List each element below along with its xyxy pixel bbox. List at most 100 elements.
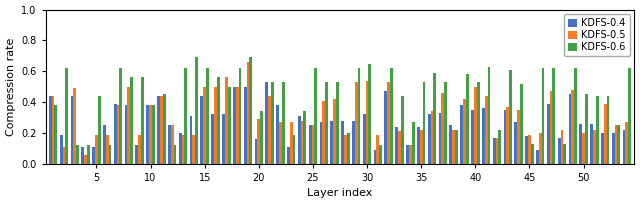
Bar [333,99,336,164]
Bar [76,145,79,164]
Bar [222,114,225,164]
Bar [268,96,271,164]
Bar [398,131,401,164]
Bar [131,78,133,164]
Bar [604,104,607,164]
Y-axis label: Compression rate: Compression rate [6,38,15,136]
Bar [449,125,452,164]
Bar [308,125,312,164]
Bar [341,121,344,164]
Bar [561,130,563,164]
Bar [612,133,614,164]
Bar [171,125,173,164]
Bar [257,119,260,164]
Bar [282,82,285,164]
Bar [442,93,444,164]
Bar [590,124,593,164]
Bar [499,130,501,164]
Bar [244,87,246,164]
Bar [65,68,68,164]
Bar [120,68,122,164]
Bar [618,125,620,164]
Bar [433,73,436,164]
Bar [239,68,241,164]
Bar [601,133,604,164]
Bar [539,133,541,164]
Bar [330,121,333,164]
Bar [550,91,552,164]
Bar [147,105,149,164]
Bar [81,147,84,164]
Bar [466,74,468,164]
Bar [116,105,120,164]
Bar [460,105,463,164]
Bar [355,82,358,164]
Bar [365,81,369,164]
Bar [279,122,282,164]
Bar [314,68,317,164]
Bar [352,121,355,164]
Bar [255,139,257,164]
Bar [103,125,106,164]
X-axis label: Layer index: Layer index [307,188,372,198]
Bar [585,94,588,164]
Bar [233,87,236,164]
Bar [568,94,572,164]
Bar [98,96,100,164]
Bar [358,68,360,164]
Bar [396,127,398,164]
Bar [474,87,477,164]
Bar [455,130,458,164]
Bar [471,110,474,164]
Bar [63,147,65,164]
Bar [319,122,323,164]
Bar [217,78,220,164]
Bar [127,87,131,164]
Bar [301,121,303,164]
Bar [49,96,52,164]
Bar [625,122,628,164]
Bar [596,96,598,164]
Bar [431,111,433,164]
Bar [452,130,455,164]
Bar [504,110,506,164]
Bar [290,122,292,164]
Bar [509,70,512,164]
Bar [84,155,87,164]
Bar [214,87,217,164]
Bar [92,147,95,164]
Bar [412,122,415,164]
Bar [495,138,499,164]
Bar [347,133,349,164]
Bar [87,145,90,164]
Bar [525,136,528,164]
Bar [184,68,188,164]
Bar [563,144,566,164]
Bar [336,82,339,164]
Bar [628,68,631,164]
Bar [482,108,484,164]
Bar [323,101,325,164]
Bar [52,96,54,164]
Bar [387,82,390,164]
Bar [369,64,371,164]
Bar [484,96,488,164]
Bar [493,138,495,164]
Bar [572,90,574,164]
Bar [541,68,545,164]
Bar [536,150,539,164]
Bar [409,145,412,164]
Bar [287,147,290,164]
Bar [193,135,195,164]
Bar [225,78,228,164]
Bar [168,125,171,164]
Bar [547,104,550,164]
Bar [380,145,382,164]
Bar [401,96,404,164]
Bar [363,114,365,164]
Bar [125,105,127,164]
Bar [376,135,380,164]
Bar [438,113,442,164]
Bar [593,130,596,164]
Bar [385,91,387,164]
